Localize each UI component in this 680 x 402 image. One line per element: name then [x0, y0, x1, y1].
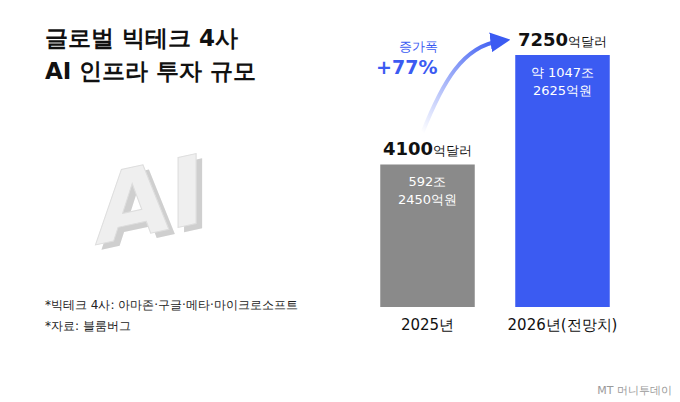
- title: 글로벌 빅테크 4사: [45, 25, 238, 51]
- title: AI 인프라 투자 규모: [45, 58, 256, 84]
- data-label: 7250억달러: [518, 29, 607, 50]
- data-label-number: 4100: [383, 138, 433, 159]
- data-label-unit: 억달러: [568, 34, 607, 49]
- x-tick: 2025년: [401, 307, 454, 334]
- ai-graphic: AIAI: [95, 131, 211, 273]
- inner-label: 2625억원: [533, 83, 592, 98]
- annotation-text: +77%: [376, 56, 437, 78]
- inner-label: 592조: [409, 174, 447, 189]
- x-tick-label: 2025년: [401, 316, 454, 334]
- data-label: 4100억달러: [383, 138, 472, 159]
- bar: [515, 55, 610, 307]
- note: *빅테크 4사: 아마존·구글·메타·마이크로소프트: [45, 298, 298, 312]
- x-tick: 2026년(전망치): [508, 307, 618, 334]
- x-tick-label: 2026년(전망치): [508, 316, 618, 334]
- x-axis: 2025년 2026년(전망치): [361, 307, 631, 334]
- bar: [380, 164, 475, 307]
- x-axis-line: [361, 307, 631, 308]
- source-logo: MT 머니투데이: [597, 384, 672, 397]
- data-label-number: 7250: [518, 29, 568, 50]
- chart: 글로벌 빅테크 4사 AI 인프라 투자 규모 AIAI *빅테크 4사: 아마존·구…: [0, 0, 680, 402]
- inner-label: 약 1047조: [531, 65, 594, 80]
- title-group: 글로벌 빅테크 4사 AI 인프라 투자 규모: [45, 25, 256, 84]
- data-label-unit: 억달러: [433, 143, 472, 158]
- growth-arrow: [423, 41, 501, 132]
- inner-label: 2450억원: [398, 192, 457, 207]
- annotation-label: 증가폭: [399, 39, 438, 54]
- note: *자료: 블룸버그: [45, 319, 131, 333]
- ai-graphic-text: AI: [95, 133, 205, 268]
- bars: [380, 55, 610, 307]
